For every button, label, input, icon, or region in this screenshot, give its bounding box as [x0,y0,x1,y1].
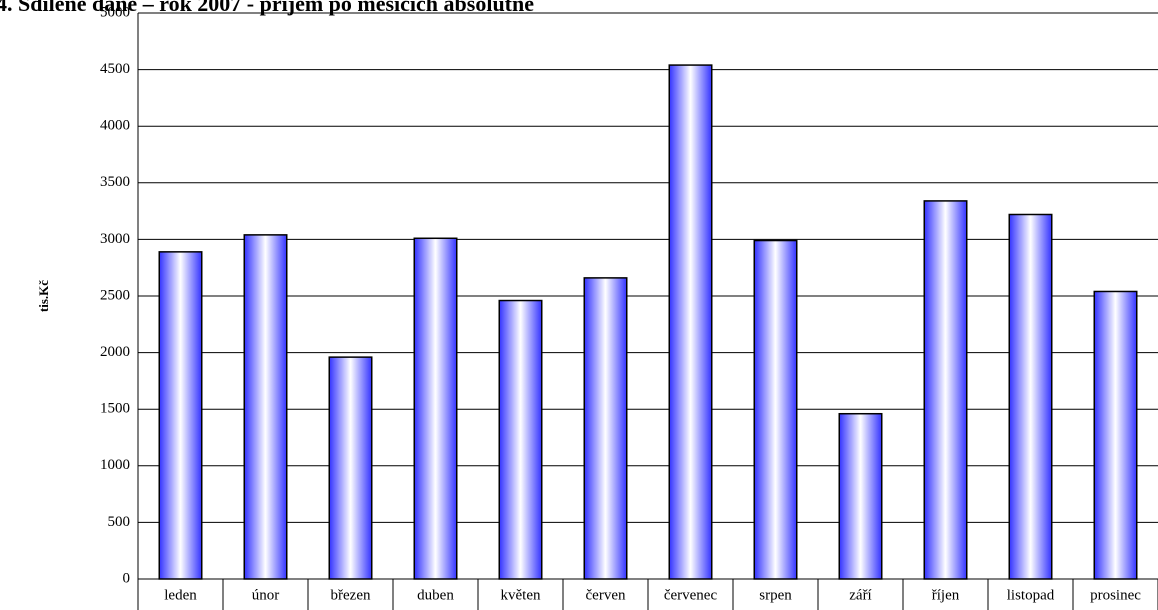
bar [498,299,543,580]
y-tick-label: 1000 [100,457,130,473]
y-axis-label: tis.Kč [36,280,51,312]
x-tick-label: prosinec [1090,587,1141,603]
x-tick-label: březen [331,587,371,603]
x-tick-label: srpen [759,587,792,603]
y-tick-label: 3500 [100,174,130,190]
y-tick-label: 500 [108,514,131,530]
bar [838,412,883,580]
y-tick-label: 0 [123,570,131,586]
bar [328,356,373,580]
y-tick-label: 3000 [100,231,130,247]
x-tick-label: červen [586,587,626,603]
x-tick-label: únor [252,587,280,603]
bar [1093,290,1138,580]
bar [668,64,713,580]
bar [583,277,628,580]
bar [1008,213,1053,580]
x-tick-label: leden [164,587,197,603]
x-tick-label: listopad [1007,587,1055,603]
y-tick-label: 2500 [100,287,130,303]
x-tick-label: duben [417,587,454,603]
x-tick-label: květen [501,587,541,603]
bar [413,237,458,580]
bar [923,200,968,580]
bar [158,251,203,580]
bar [753,239,798,580]
y-tick-label: 4000 [100,118,130,134]
y-tick-label: 4500 [100,61,130,77]
y-tick-label: 5000 [100,4,130,20]
chart-title: 4. Sdílené daně – rok 2007 - příjem po m… [0,0,534,16]
bar [243,234,288,580]
y-tick-label: 2000 [100,344,130,360]
x-tick-label: září [849,587,871,603]
y-tick-label: 1500 [100,401,130,417]
x-tick-label: červenec [664,587,718,603]
x-tick-label: říjen [932,587,960,603]
